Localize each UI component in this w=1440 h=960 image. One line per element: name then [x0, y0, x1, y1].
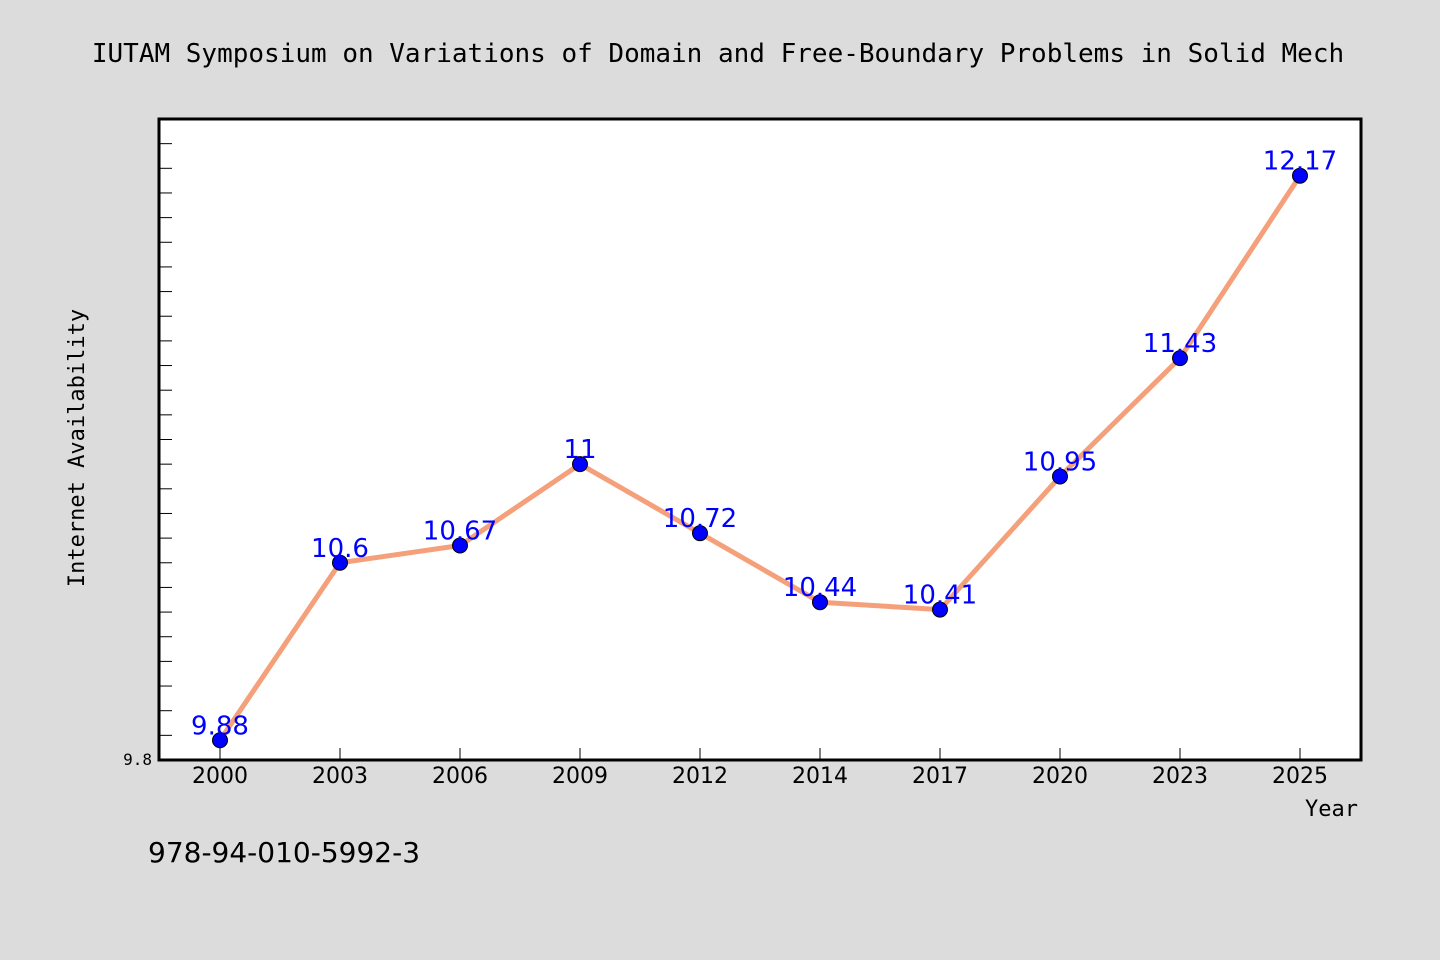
data-point: [1172, 350, 1188, 367]
data-label: 10.6: [311, 534, 369, 564]
x-tick-label: 2023: [1152, 764, 1208, 789]
y-axis-ticks: [159, 143, 172, 761]
data-label: 10.44: [783, 573, 857, 603]
x-axis-label: Year: [1305, 797, 1358, 822]
x-axis-ticks: 2000 2003 2006 2009 2012 2014 2017 2020 2023 2025: [192, 748, 1328, 789]
data-label: 10.95: [1023, 447, 1097, 477]
x-tick-label: 2006: [432, 764, 488, 789]
y-axis-label: Internet Availability: [65, 309, 90, 587]
data-label: 12.17: [1263, 147, 1337, 177]
data-label: 9.88: [191, 711, 249, 741]
x-tick-label: 2017: [912, 764, 968, 789]
data-point: [452, 537, 468, 554]
x-tick-label: 2020: [1032, 764, 1088, 789]
data-label: 11.43: [1143, 329, 1217, 359]
x-tick-label: 2000: [192, 764, 248, 789]
data-point: [932, 601, 948, 618]
x-tick-label: 2009: [552, 764, 608, 789]
series-line: [217, 173, 1303, 743]
x-tick-label: 2025: [1272, 764, 1328, 789]
data-label: 11: [563, 435, 596, 465]
data-label: 10.41: [903, 581, 977, 611]
series-layer: 9.88 10.6 10.67 11 10.72 10.44 10.41 10.95 11.43…: [191, 147, 1337, 749]
x-tick-label: 2014: [792, 764, 848, 789]
y-axis-min-label: 9.8: [123, 750, 152, 769]
x-tick-label: 2012: [672, 764, 728, 789]
x-tick-label: 2003: [312, 764, 368, 789]
plot-area: [157, 117, 1363, 762]
data-point: [212, 732, 228, 749]
data-point: [572, 456, 588, 473]
chart-title: IUTAM Symposium on Variations of Domain …: [92, 39, 1344, 69]
data-point: [692, 525, 708, 542]
data-label: 10.72: [663, 504, 737, 534]
isbn-text: 978-94-010-5992-3: [148, 836, 420, 869]
data-point: [1292, 167, 1308, 184]
data-label: 10.67: [423, 517, 497, 547]
data-point: [1052, 468, 1068, 485]
data-point: [812, 594, 828, 611]
data-point: [332, 554, 348, 571]
